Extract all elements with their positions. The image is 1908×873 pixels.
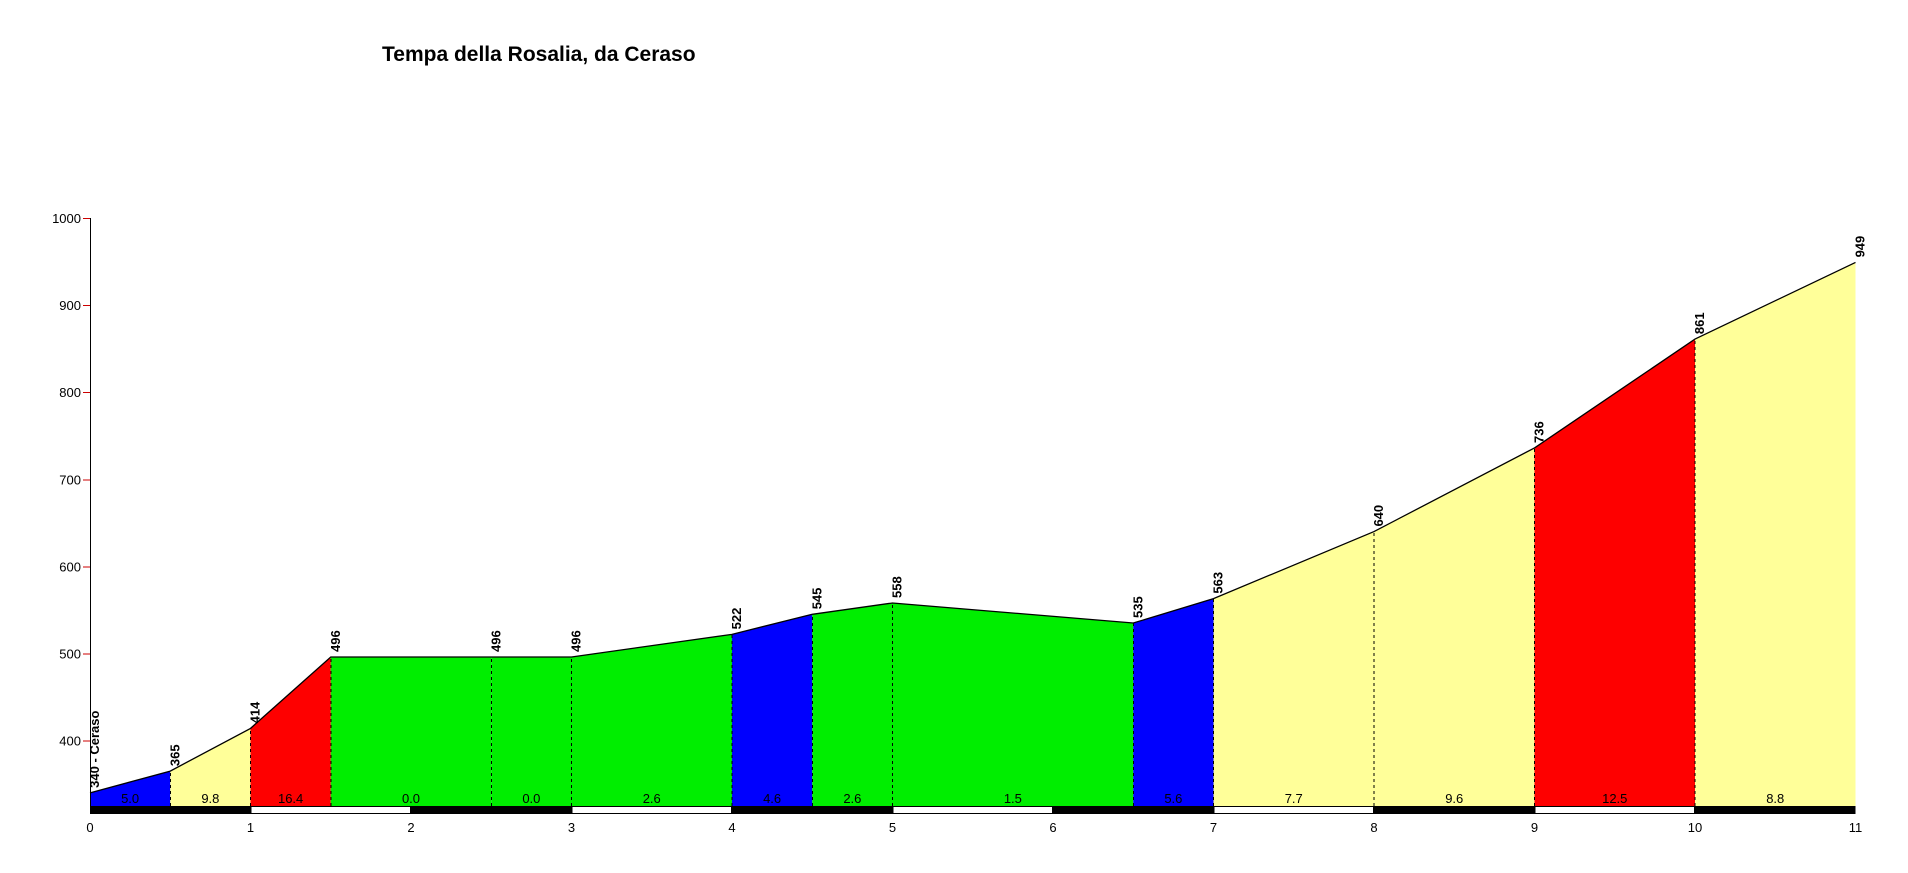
x-tick-label: 1 — [247, 820, 254, 835]
x-axis-labels: 0 1 2 3 4 5 6 7 8 9 10 11 — [86, 820, 1862, 835]
segment-fill-green — [491, 656, 572, 806]
gradient-label: 2.6 — [643, 791, 661, 806]
segment-fill-green — [812, 602, 893, 806]
x-tick-label: 3 — [568, 820, 575, 835]
km-strip-cell — [1213, 806, 1374, 814]
km-strip — [90, 806, 1856, 814]
segment-fill-yellow — [170, 728, 251, 806]
gradient-label: 8.8 — [1766, 791, 1784, 806]
y-tick-label: 900 — [59, 298, 81, 313]
x-tick-label: 10 — [1688, 820, 1702, 835]
elevation-label: 563 — [1211, 572, 1226, 594]
km-strip-cell — [1374, 806, 1535, 814]
elevation-label: 496 — [569, 630, 584, 652]
elevation-label: 414 — [248, 701, 263, 723]
y-tick-label: 800 — [59, 385, 81, 400]
km-strip-cell — [1695, 806, 1856, 814]
gradient-label: 0.0 — [522, 791, 540, 806]
x-tick-label: 0 — [86, 820, 93, 835]
elevation-label: 949 — [1853, 236, 1868, 258]
segment-fill-yellow — [1374, 447, 1535, 806]
km-strip-cell — [411, 806, 572, 814]
elevation-labels: 340 - Ceraso 365 414 496 496 496 522 545 558 535 5… — [87, 236, 1868, 788]
km-strip-cell — [892, 806, 1053, 814]
gradient-label: 5.6 — [1164, 791, 1182, 806]
km-strip-cell — [90, 806, 251, 814]
elevation-label: 522 — [729, 608, 744, 630]
segment-fill-yellow — [1695, 262, 1856, 806]
x-tick-label: 7 — [1210, 820, 1217, 835]
profile-polyline — [89, 261, 1856, 794]
elevation-label: 558 — [890, 576, 905, 598]
y-tick-label: 400 — [59, 734, 81, 749]
gradient-label: 12.5 — [1602, 791, 1627, 806]
gradient-label: 1.5 — [1004, 791, 1022, 806]
elevation-label: 535 — [1130, 596, 1145, 618]
segment-fill-green — [892, 602, 1134, 806]
y-tick-label: 700 — [59, 472, 81, 487]
y-tick-label: 500 — [59, 647, 81, 662]
elevation-label: 640 — [1371, 505, 1386, 527]
km-strip-cell — [1534, 806, 1695, 814]
gradient-labels: 5.0 9.8 16.4 0.0 0.0 2.6 4.6 2.6 1.5 5.6 7.7 9.6 12.… — [121, 791, 1784, 806]
gradient-label: 9.6 — [1445, 791, 1463, 806]
km-strip-cell — [571, 806, 732, 814]
gradient-label: 5.0 — [121, 791, 139, 806]
elevation-label: 496 — [488, 630, 503, 652]
chart-title: Tempa della Rosalia, da Ceraso — [382, 43, 696, 66]
segment-fill-blue — [90, 771, 171, 806]
gradient-label: 0.0 — [402, 791, 420, 806]
x-tick-label: 6 — [1049, 820, 1056, 835]
y-axis: 400 500 600 700 800 900 1000 — [52, 211, 91, 814]
elevation-label: 545 — [809, 588, 824, 610]
segment-fill-blue — [1133, 598, 1214, 806]
boundary-dash-lines — [169, 339, 1696, 806]
km-strip-cell — [250, 806, 411, 814]
x-tick-label: 4 — [728, 820, 735, 835]
gradient-label: 16.4 — [278, 791, 303, 806]
segment-fill-yellow — [1213, 531, 1374, 806]
segment-fills — [90, 262, 1856, 806]
elevation-label: 736 — [1532, 421, 1547, 443]
elevation-label: 496 — [328, 630, 343, 652]
x-tick-label: 8 — [1370, 820, 1377, 835]
km-strip-cell — [1053, 806, 1214, 814]
y-tick-label: 1000 — [52, 211, 81, 226]
segment-fill-green — [571, 634, 732, 806]
x-tick-label: 2 — [407, 820, 414, 835]
segment-fill-blue — [732, 614, 813, 806]
gradient-label: 4.6 — [763, 791, 781, 806]
start-elevation-label: 340 - Ceraso — [87, 710, 102, 787]
segment-fill-red — [1534, 339, 1695, 806]
gradient-label: 9.8 — [201, 791, 219, 806]
profile-line — [89, 261, 1856, 794]
km-strip-cell — [732, 806, 893, 814]
gradient-label: 2.6 — [843, 791, 861, 806]
segment-fill-green — [330, 656, 492, 806]
x-tick-label: 5 — [889, 820, 896, 835]
segment-fill-red — [250, 656, 331, 806]
elevation-label: 861 — [1692, 312, 1707, 334]
y-tick-label: 600 — [59, 559, 81, 574]
elevation-label: 365 — [167, 744, 182, 766]
x-tick-label: 11 — [1849, 820, 1863, 835]
gradient-label: 7.7 — [1285, 791, 1303, 806]
x-tick-label: 9 — [1531, 820, 1538, 835]
